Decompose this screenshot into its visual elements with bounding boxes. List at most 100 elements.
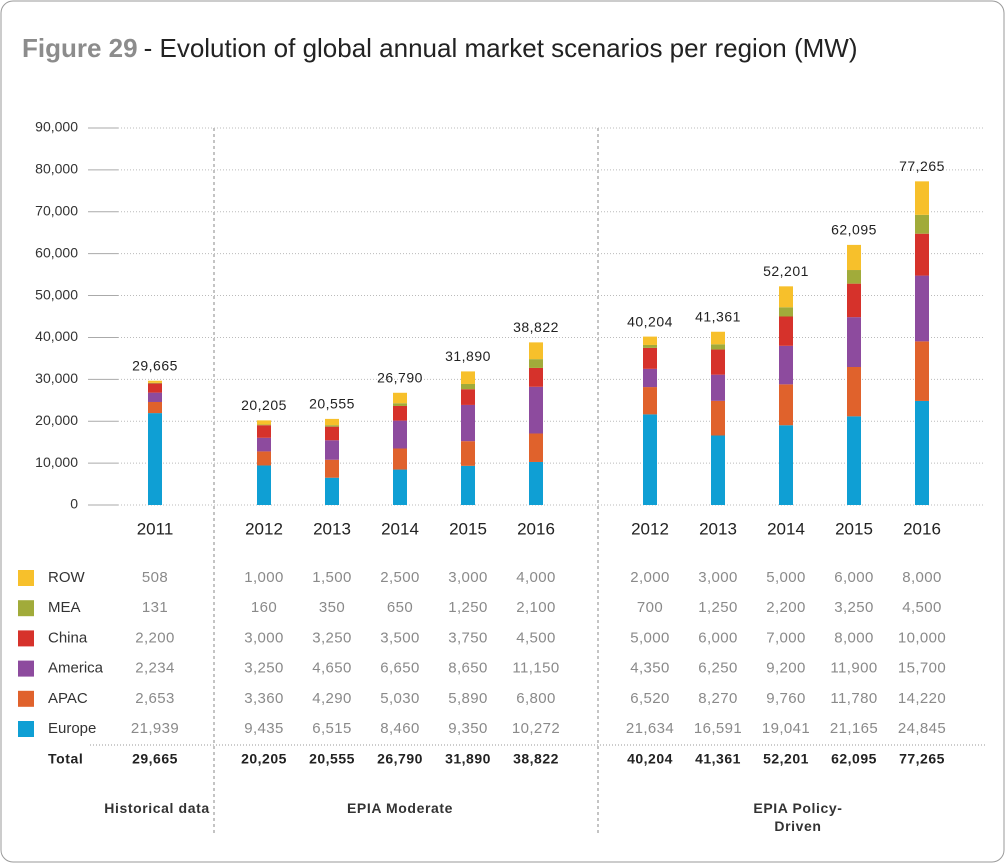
y-tick-label: 80,000 [35,161,78,177]
table-value: 9,435 [244,720,284,737]
table-value: 8,000 [834,629,874,646]
x-tick-label: 2014 [381,519,419,538]
bar-segment [529,386,543,434]
bar-segment [643,347,657,369]
y-tick-label: 20,000 [35,412,78,428]
table-value: 6,800 [516,690,556,707]
y-tick-label: 60,000 [35,244,78,260]
total-row-label: Total [48,751,83,767]
bar-segment [711,331,725,345]
bar-segment [711,344,725,350]
bar-segment [915,233,929,276]
table-value: 6,000 [698,629,738,646]
bar-segment [393,403,407,406]
legend-label: ROW [48,569,86,586]
bar-segment [325,418,339,426]
bar-segment [915,341,929,401]
table-value: 1,500 [312,569,352,586]
bar-segment [461,389,475,405]
table-value: 508 [142,569,168,586]
table-value: 4,650 [312,660,352,677]
table-value: 3,250 [312,629,352,646]
table-value: 10,272 [512,720,560,737]
table-total: 77,265 [899,751,945,767]
table-value: 9,760 [766,690,806,707]
table-value: 19,041 [762,720,810,737]
table-value: 3,000 [244,629,284,646]
table-value: 2,234 [135,660,175,677]
bar-segment [257,451,271,466]
legend-swatch [18,660,34,677]
table-value: 2,500 [380,569,420,586]
table-value: 8,000 [902,569,942,586]
table-value: 4,350 [630,660,670,677]
bar-segment [529,359,543,368]
legend-swatch [18,600,34,617]
table-value: 6,515 [312,720,352,737]
table-value: 2,200 [766,599,806,616]
table-value: 4,500 [902,599,942,616]
bar-segment [393,448,407,470]
bar-segment [257,437,271,452]
table-total: 26,790 [377,751,423,767]
table-total: 52,201 [763,751,809,767]
group-label: EPIA Moderate [346,800,454,816]
table-value: 6,650 [380,660,420,677]
bar-segment [461,441,475,466]
bar-segment [847,270,861,284]
table-value: 650 [387,599,413,616]
bar-segment [393,469,407,505]
table-value: 9,200 [766,660,806,677]
x-tick-label: 2012 [245,519,283,538]
bar-segment [915,214,929,234]
table-value: 4,000 [516,569,556,586]
table-value: 10,000 [898,629,946,646]
table-value: 3,000 [698,569,738,586]
table-value: 2,200 [135,629,175,646]
bar-segment [461,465,475,505]
bar-segment [711,349,725,375]
table-value: 4,500 [516,629,556,646]
legend-label: China [48,629,88,646]
table-value: 3,250 [244,660,284,677]
bar-segment [325,440,339,460]
bar-segment [915,400,929,505]
bar-segment [779,316,793,346]
y-tick-label: 70,000 [35,202,78,218]
total-label: 41,361 [695,308,741,324]
y-tick-label: 50,000 [35,286,78,302]
table-total: 29,665 [132,751,178,767]
table-total: 31,890 [445,751,491,767]
bar-segment [779,425,793,505]
bar-segment [325,426,339,441]
table-value: 350 [319,599,345,616]
table-value: 7,000 [766,629,806,646]
table-value: 3,250 [834,599,874,616]
legend-label: Europe [48,720,96,737]
bar-segment [711,374,725,401]
table-value: 5,030 [380,690,420,707]
bar-segment [847,244,861,271]
bar-segment [393,405,407,421]
bar-segment [148,382,162,384]
bar-segment [779,384,793,426]
figure-label: Figure 29 [22,33,138,63]
table-total: 40,204 [627,751,673,767]
bar-segment [393,392,407,404]
total-label: 52,201 [763,263,809,279]
chart-title: Figure 29- Evolution of global annual ma… [22,33,857,63]
table-value: 2,000 [630,569,670,586]
table-value: 3,000 [448,569,488,586]
legend-swatch [18,690,34,707]
bar-segment [711,400,725,436]
bar-segment [915,181,929,215]
x-tick-label: 2015 [835,519,873,538]
bar-segment [325,477,339,505]
table-total: 41,361 [695,751,741,767]
legend-label: MEA [48,599,81,616]
table-value: 11,900 [830,660,877,677]
total-label: 62,095 [831,222,877,238]
table-value: 6,000 [834,569,874,586]
table-value: 700 [637,599,663,616]
